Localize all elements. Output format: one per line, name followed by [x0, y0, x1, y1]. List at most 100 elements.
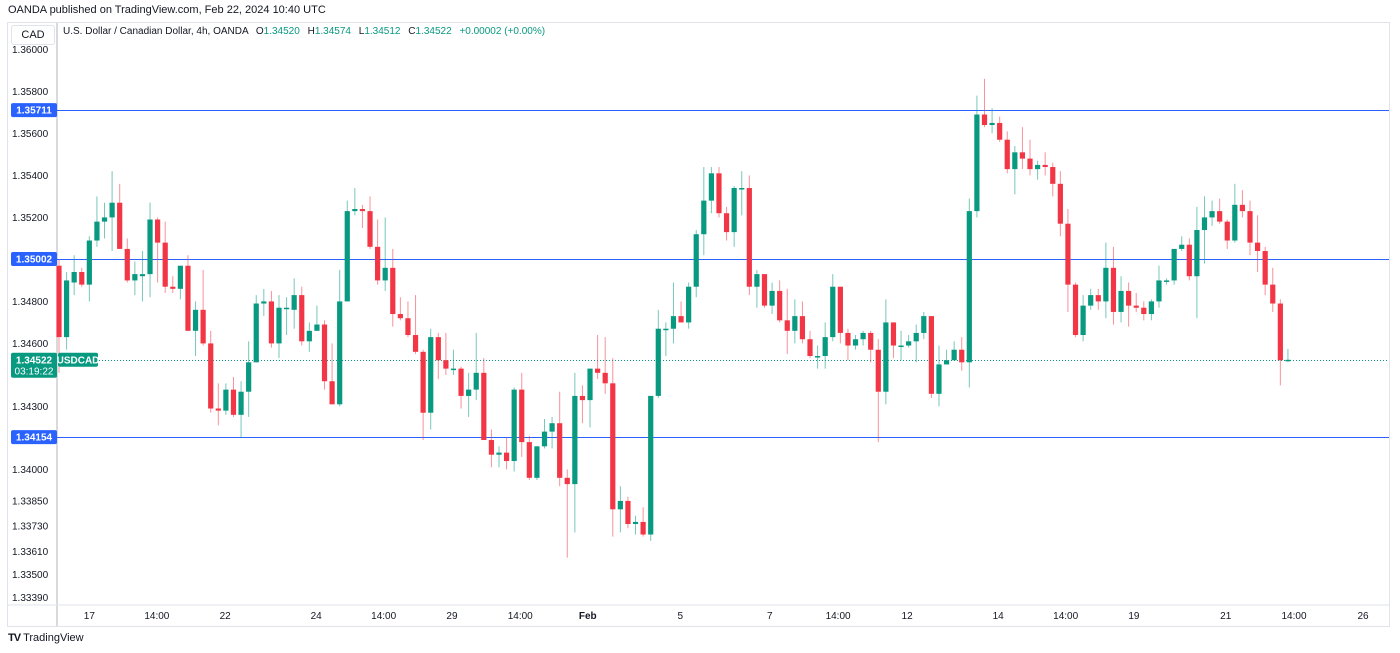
candle[interactable] — [837, 286, 843, 344]
candle[interactable] — [610, 358, 616, 537]
candle[interactable] — [549, 416, 555, 449]
candle[interactable] — [640, 507, 646, 537]
candle[interactable] — [807, 330, 813, 359]
candle[interactable] — [526, 435, 532, 480]
candle[interactable] — [375, 219, 381, 285]
candle[interactable] — [632, 515, 639, 535]
candle[interactable] — [268, 290, 275, 348]
candle[interactable] — [397, 297, 403, 321]
candle[interactable] — [648, 395, 654, 541]
candle[interactable] — [1171, 248, 1177, 285]
price-axis[interactable]: 1.36000 1.35800 1.35600 1.35400 1.35200 1.348… — [12, 45, 49, 604]
candle[interactable] — [701, 167, 707, 256]
candle[interactable] — [473, 332, 479, 401]
candle[interactable] — [670, 282, 677, 344]
candle[interactable] — [883, 299, 889, 405]
candle[interactable] — [458, 366, 464, 409]
candle[interactable] — [1163, 278, 1170, 285]
candle[interactable] — [1179, 236, 1185, 252]
candle[interactable] — [906, 335, 912, 348]
candle[interactable] — [1262, 246, 1268, 296]
candle[interactable] — [951, 341, 957, 361]
candle[interactable] — [799, 301, 806, 344]
candle[interactable] — [337, 269, 343, 407]
candle[interactable] — [390, 248, 396, 327]
candle[interactable] — [1004, 131, 1010, 174]
candle[interactable] — [132, 261, 138, 296]
candle[interactable] — [1042, 152, 1048, 176]
candle[interactable] — [966, 198, 972, 388]
candle[interactable] — [989, 108, 995, 134]
candle[interactable] — [155, 217, 161, 283]
candle[interactable] — [587, 368, 593, 428]
currency-button[interactable]: CAD — [11, 25, 55, 45]
time-axis[interactable]: 17 14:00 22 24 14:00 29 14:00 Feb 5 7 14:00 12 14 14:… — [84, 611, 1369, 622]
candle[interactable] — [1201, 196, 1208, 264]
candle[interactable] — [291, 278, 297, 329]
candle[interactable] — [830, 274, 836, 342]
candle[interactable] — [428, 328, 434, 430]
candle[interactable] — [815, 345, 821, 369]
candle[interactable] — [192, 301, 199, 357]
candle[interactable] — [921, 311, 927, 340]
candle[interactable] — [1217, 198, 1223, 224]
candle[interactable] — [1270, 267, 1276, 312]
candle[interactable] — [230, 377, 237, 417]
candle[interactable] — [246, 341, 252, 417]
candle[interactable] — [238, 381, 244, 438]
candle[interactable] — [1034, 160, 1041, 180]
candle[interactable] — [777, 280, 783, 323]
candle[interactable] — [557, 391, 563, 487]
candle[interactable] — [359, 204, 366, 228]
candle[interactable] — [913, 324, 919, 363]
candle[interactable] — [466, 372, 472, 417]
candle[interactable] — [321, 320, 328, 390]
candle[interactable] — [936, 345, 942, 407]
level-price-label[interactable]: 1.35711 — [11, 103, 57, 118]
candle[interactable] — [147, 202, 153, 298]
candle[interactable] — [329, 343, 335, 405]
candle[interactable] — [79, 267, 85, 287]
candle[interactable] — [481, 358, 487, 441]
candle[interactable] — [1224, 219, 1230, 249]
candle[interactable] — [868, 330, 874, 363]
candle[interactable] — [663, 322, 669, 357]
candle[interactable] — [86, 236, 92, 302]
candle[interactable] — [1057, 171, 1063, 237]
candle[interactable] — [1247, 200, 1253, 256]
candle[interactable] — [731, 185, 737, 247]
candle[interactable] — [185, 255, 191, 331]
candle[interactable] — [769, 282, 775, 315]
tradingview-branding[interactable]: TV TradingView — [8, 632, 84, 644]
candle[interactable] — [686, 282, 692, 329]
candle[interactable] — [1194, 206, 1200, 319]
candle[interactable] — [177, 265, 183, 300]
candle[interactable] — [579, 385, 586, 424]
candle[interactable] — [1110, 246, 1117, 325]
candle[interactable] — [572, 372, 578, 533]
candle[interactable] — [595, 335, 601, 380]
candle[interactable] — [139, 251, 146, 302]
candle[interactable] — [503, 437, 510, 470]
candle[interactable] — [223, 383, 229, 415]
candle[interactable] — [625, 496, 631, 529]
candle[interactable] — [959, 337, 965, 371]
candle[interactable] — [261, 288, 267, 317]
candle[interactable] — [943, 349, 950, 365]
candle[interactable] — [761, 274, 768, 308]
candle[interactable] — [1080, 295, 1086, 342]
candle[interactable] — [693, 230, 699, 298]
candle[interactable] — [1285, 348, 1291, 362]
candle[interactable] — [1126, 282, 1132, 327]
candle[interactable] — [101, 202, 108, 239]
candle[interactable] — [746, 175, 752, 296]
candle[interactable] — [754, 269, 760, 308]
candle[interactable] — [170, 276, 176, 294]
candle[interactable] — [1186, 238, 1192, 281]
candle[interactable] — [435, 332, 441, 380]
candle[interactable] — [655, 309, 661, 399]
level-price-label[interactable]: 1.35002 — [11, 252, 57, 266]
candle[interactable] — [564, 469, 570, 558]
candle[interactable] — [716, 167, 722, 218]
